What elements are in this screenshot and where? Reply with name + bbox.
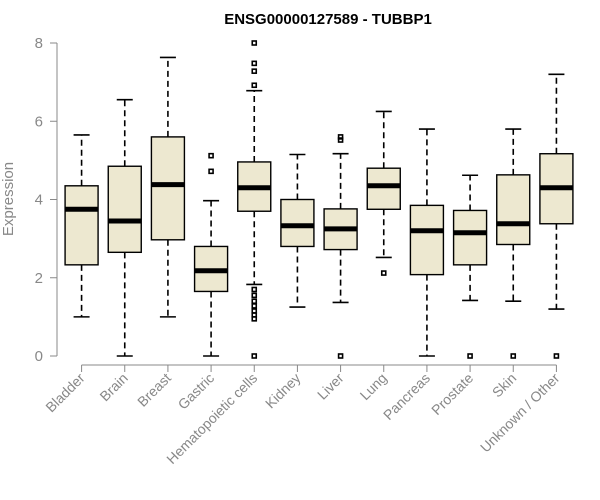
iqr-box bbox=[107, 165, 142, 254]
x-tick-label: Kidney bbox=[262, 370, 304, 412]
outlier-point bbox=[208, 152, 214, 159]
box-group bbox=[193, 152, 229, 357]
y-tick-label: 2 bbox=[35, 270, 43, 287]
outlier-point bbox=[510, 353, 517, 359]
y-tick-label: 4 bbox=[35, 192, 43, 209]
x-tick-label: Brain bbox=[96, 370, 130, 404]
box-group bbox=[496, 128, 531, 359]
iqr-box bbox=[496, 174, 531, 246]
box-group bbox=[107, 98, 142, 357]
x-tick-label: Liver bbox=[314, 370, 347, 403]
outlier-point bbox=[251, 292, 258, 299]
iqr-box bbox=[280, 198, 315, 248]
outlier-point bbox=[251, 308, 258, 314]
box-group bbox=[237, 40, 272, 359]
x-tick-label: Lung bbox=[357, 370, 390, 403]
outlier-point bbox=[208, 168, 214, 175]
box-group bbox=[150, 56, 186, 318]
outlier-point bbox=[337, 353, 344, 359]
x-tick-label: Pancreas bbox=[380, 370, 433, 423]
y-axis: 0 2 4 6 8 bbox=[35, 35, 58, 365]
box-group bbox=[539, 73, 574, 359]
iqr-box bbox=[366, 167, 401, 210]
iqr-box bbox=[409, 204, 445, 276]
y-tick-label: 8 bbox=[35, 35, 43, 52]
outlier-point bbox=[251, 68, 258, 74]
outlier-point bbox=[251, 353, 258, 359]
outlier-point bbox=[251, 82, 258, 89]
x-tick-label: Skin bbox=[489, 370, 520, 401]
chart-title: ENSG00000127589 - TUBBP1 bbox=[224, 11, 432, 28]
box-group bbox=[452, 174, 488, 359]
outlier-point bbox=[251, 303, 258, 309]
outlier-point bbox=[337, 134, 344, 140]
box-group bbox=[366, 110, 401, 276]
outlier-point bbox=[251, 286, 258, 293]
outlier-point bbox=[251, 40, 258, 46]
y-tick-label: 0 bbox=[35, 348, 43, 365]
y-tick-label: 6 bbox=[35, 113, 43, 130]
x-tick-label: Gastric bbox=[175, 370, 218, 413]
boxes-layer bbox=[64, 40, 574, 359]
x-tick-label: Prostate bbox=[428, 370, 476, 418]
outlier-point bbox=[251, 298, 258, 305]
iqr-box bbox=[150, 136, 186, 241]
outlier-point bbox=[337, 137, 344, 143]
box-group bbox=[280, 153, 315, 308]
y-axis-label: Expression bbox=[0, 162, 17, 236]
outlier-point bbox=[251, 60, 258, 67]
box-group bbox=[323, 134, 358, 359]
outlier-point bbox=[467, 353, 473, 359]
iqr-box bbox=[64, 185, 99, 266]
outlier-point bbox=[553, 353, 560, 359]
x-tick-label: Breast bbox=[134, 370, 174, 410]
x-tick-label: Bladder bbox=[42, 370, 88, 416]
iqr-box bbox=[452, 209, 488, 266]
outlier-point bbox=[380, 270, 387, 276]
box-group bbox=[409, 128, 445, 357]
x-tick-label: Unknown / Other bbox=[477, 370, 563, 456]
box-group bbox=[64, 134, 99, 318]
